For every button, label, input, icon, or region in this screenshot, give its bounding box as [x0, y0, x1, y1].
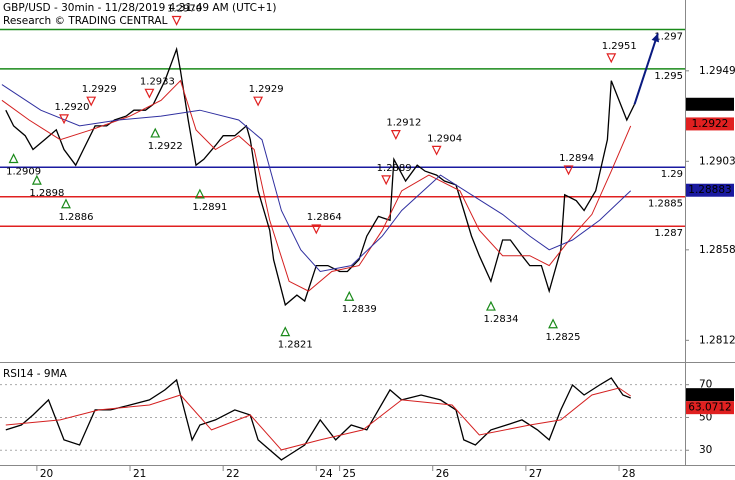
price-tag-label: 63.0712 — [688, 402, 731, 414]
annotation-label: 1.2834 — [483, 314, 518, 325]
y-tick-label: 30 — [699, 444, 712, 456]
y-tick-label: 1.2949 — [699, 65, 735, 77]
annotation-label: 1.2889 — [377, 163, 412, 174]
x-tick-label: 20 — [40, 468, 53, 480]
annotation-marker — [31, 174, 42, 185]
annotation-marker — [390, 130, 401, 140]
x-tick-label: 22 — [226, 468, 239, 480]
price-tag — [686, 401, 734, 415]
price-tag — [686, 97, 734, 111]
price-tag-label: 1.2932 — [692, 98, 729, 110]
annotation-marker — [548, 318, 559, 329]
arrow-head — [651, 33, 660, 43]
annotation-label: 1.2909 — [6, 167, 41, 178]
price-line — [1, 79, 632, 292]
annotation-marker — [485, 300, 496, 311]
annotation-label: 1.2912 — [386, 118, 421, 129]
price-tag — [686, 388, 734, 402]
annotation-label: 1.2894 — [559, 153, 594, 164]
annotation-label: 1.2821 — [278, 340, 313, 351]
annotation-marker — [61, 198, 71, 209]
annotation-label: 1.2886 — [58, 212, 93, 223]
annotation-marker — [59, 114, 70, 125]
annotation-marker — [86, 96, 97, 107]
annotation-marker — [606, 53, 617, 64]
forecast-arrow — [633, 33, 659, 105]
price-tag-label: 63.905 — [692, 389, 729, 401]
annotation-label: 1.2891 — [192, 202, 227, 213]
annotation-marker — [171, 15, 182, 26]
x-tick-label: 27 — [529, 468, 542, 480]
annotation-label: 1.2898 — [29, 188, 64, 199]
price-line — [5, 387, 631, 451]
x-tick-label: 25 — [343, 468, 356, 480]
x-tick-label: 28 — [622, 468, 635, 480]
annotation-label: 1.2929 — [82, 84, 117, 95]
chart-title: GBP/USD - 30min - 11/28/2019 4:31:49 AM … — [3, 2, 276, 14]
x-tick-label: 26 — [436, 468, 450, 480]
y-tick-label: 70 — [699, 379, 712, 391]
annotation-marker — [311, 224, 322, 235]
annotation-label: 1.2864 — [307, 212, 342, 223]
annotation-marker — [8, 153, 19, 164]
y-tick-label: 1.2812 — [699, 334, 735, 346]
annotation-label: 1.2922 — [148, 141, 183, 152]
level-label: 1.29 — [661, 169, 683, 180]
indicator-title: RSI14 - 9MA — [3, 368, 68, 380]
annotation-label: 1.2951 — [602, 41, 637, 52]
annotation-marker — [381, 175, 392, 186]
annotation-label: 1.2839 — [342, 304, 377, 315]
level-label: 1.2885 — [648, 199, 683, 210]
x-tick-label: 21 — [133, 468, 146, 480]
annotation-marker — [194, 188, 205, 199]
level-label: 1.297 — [654, 32, 683, 43]
price-tag-label: 1.28883 — [688, 184, 731, 196]
level-label: 1.295 — [654, 71, 683, 82]
price-tag — [686, 183, 734, 197]
annotation-marker — [431, 145, 442, 156]
annotation-marker — [253, 96, 264, 107]
level-label: 1.287 — [654, 228, 683, 239]
annotation-marker — [344, 290, 355, 301]
annotation-marker — [150, 127, 161, 138]
x-tick-label: 24 — [319, 468, 333, 480]
y-tick-label: 1.2903 — [699, 155, 735, 167]
price-tag-label: 1.2922 — [692, 118, 729, 130]
annotation-label: 1.2933 — [140, 76, 175, 87]
y-tick-label: 50 — [699, 411, 712, 423]
annotation-label: 1.2904 — [427, 133, 462, 144]
annotation-label: 1.2920 — [55, 102, 90, 113]
price-line — [5, 46, 636, 307]
price-line — [1, 84, 632, 273]
price-tag — [686, 117, 734, 131]
annotation-label: 1.2970 — [167, 4, 202, 15]
annotation-marker — [280, 326, 291, 337]
annotation-marker — [144, 88, 155, 99]
chart-subtitle: Research © TRADING CENTRAL — [3, 15, 168, 27]
annotation-marker — [563, 165, 574, 176]
annotation-label: 1.2825 — [546, 332, 581, 343]
price-line — [5, 377, 631, 461]
annotation-label: 1.2929 — [249, 84, 284, 95]
y-tick-label: 1.2858 — [699, 244, 735, 256]
